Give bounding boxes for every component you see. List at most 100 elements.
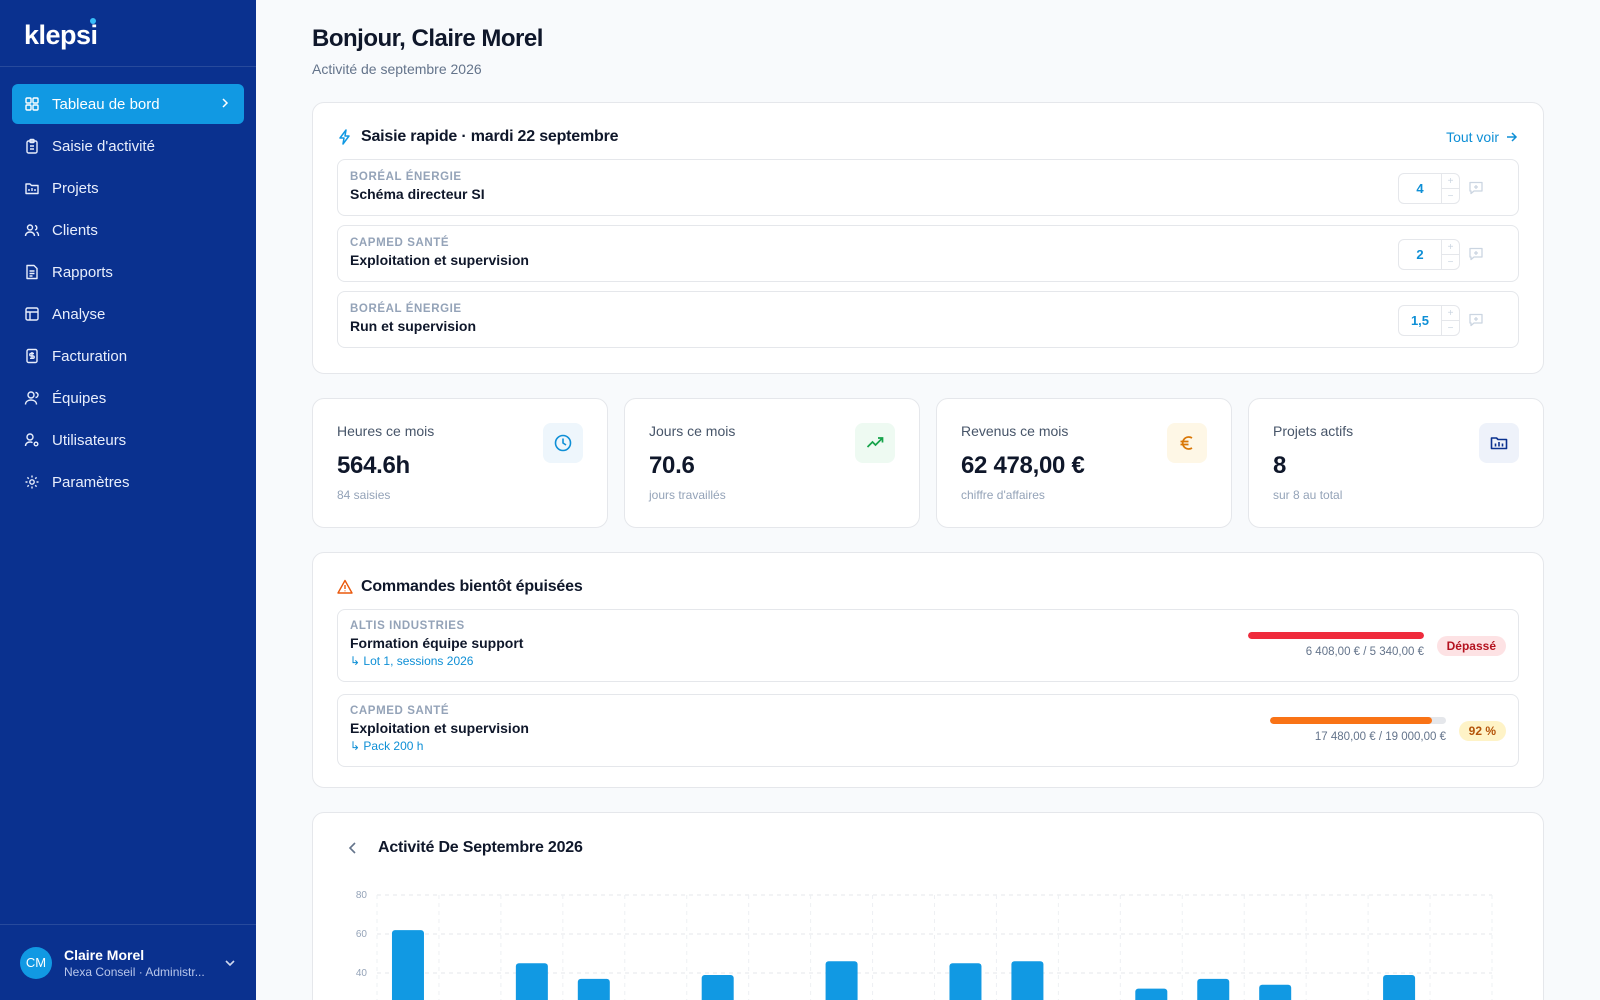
stat-value: 70.6 bbox=[649, 452, 695, 479]
sidebar-item-label: Équipes bbox=[52, 389, 107, 407]
sidebar-item-label: Rapports bbox=[52, 263, 113, 281]
clipboard-icon bbox=[24, 138, 40, 154]
chart-bar[interactable] bbox=[825, 961, 858, 1000]
stat-value: 8 bbox=[1273, 452, 1287, 479]
logo[interactable]: klepsi bbox=[0, 0, 256, 67]
decrement-button[interactable]: − bbox=[1447, 256, 1454, 268]
sidebar-item-saisie-d-activite[interactable]: Saisie d'activité bbox=[12, 126, 244, 166]
order-lot: ↳ Pack 200 h bbox=[350, 739, 424, 753]
hours-stepper[interactable]: 4 + − bbox=[1398, 173, 1460, 204]
stat-value: 62 478,00 € bbox=[961, 452, 1085, 479]
quick-entry-card: Saisie rapide · mardi 22 septembre Tout … bbox=[312, 102, 1544, 374]
consumption-bar bbox=[1270, 717, 1446, 724]
order-lot: ↳ Lot 1, sessions 2026 bbox=[350, 654, 474, 668]
client-name: BORÉAL ÉNERGIE bbox=[350, 303, 462, 315]
sidebar-item-rapports[interactable]: Rapports bbox=[12, 252, 244, 292]
chevron-down-icon bbox=[225, 960, 235, 967]
sidebar-item-label: Tableau de bord bbox=[52, 95, 160, 113]
sidebar-item-projets[interactable]: Projets bbox=[12, 168, 244, 208]
euro-icon bbox=[1167, 423, 1207, 463]
sidebar-item-facturation[interactable]: Facturation bbox=[12, 336, 244, 376]
lightning-icon bbox=[339, 129, 350, 145]
folder-icon bbox=[24, 180, 40, 196]
stat-label: Jours ce mois bbox=[649, 423, 736, 439]
stat-card: Projets actifs 8 sur 8 au total bbox=[1248, 398, 1544, 528]
sidebar-item-label: Analyse bbox=[52, 305, 106, 323]
order-row[interactable]: ALTIS INDUSTRIES Formation équipe suppor… bbox=[337, 609, 1519, 682]
order-amount: 17 480,00 € / 19 000,00 € bbox=[1314, 731, 1446, 743]
avatar: CM bbox=[20, 946, 52, 979]
orders-title: Commandes bientôt épuisées bbox=[361, 578, 583, 595]
increment-button[interactable]: + bbox=[1442, 240, 1459, 255]
main-content: Bonjour, Claire Morel Activité de septem… bbox=[312, 0, 1544, 1000]
sidebar-item-utilisateurs[interactable]: Utilisateurs bbox=[12, 420, 244, 460]
activity-card: Activité De Septembre 2026 80 60 40 bbox=[312, 812, 1544, 1000]
sidebar-item-label: Facturation bbox=[52, 347, 128, 365]
chart-bar[interactable] bbox=[949, 963, 982, 1000]
orders-card: Commandes bientôt épuisées ALTIS INDUSTR… bbox=[312, 552, 1544, 788]
table-icon bbox=[24, 306, 40, 322]
chart-bar[interactable] bbox=[1011, 961, 1044, 1000]
hours-stepper[interactable]: 1,5 + − bbox=[1398, 305, 1460, 336]
user-name: Claire Morel bbox=[64, 946, 145, 963]
sidebar-item-clients[interactable]: Clients bbox=[12, 210, 244, 250]
sidebar: klepsi Tableau de bord Saisie d'activité P… bbox=[0, 0, 256, 1000]
folder-icon bbox=[1479, 423, 1519, 463]
hours-input[interactable]: 1,5 bbox=[1410, 313, 1430, 328]
logo-dot bbox=[90, 18, 96, 24]
quick-entry-row: BORÉAL ÉNERGIE Run et supervision 1,5 + − bbox=[337, 291, 1519, 348]
report-icon bbox=[24, 264, 40, 280]
project-name: Run et supervision bbox=[350, 318, 477, 334]
chart-bar[interactable] bbox=[515, 963, 548, 1000]
stat-caption: 84 saisies bbox=[337, 488, 391, 502]
user-settings-icon bbox=[24, 432, 40, 448]
see-all-link[interactable]: Tout voir bbox=[1446, 129, 1519, 145]
order-row[interactable]: CAPMED SANTÉ Exploitation et supervision… bbox=[337, 694, 1519, 767]
comment-icon[interactable] bbox=[1468, 246, 1484, 262]
comment-icon[interactable] bbox=[1468, 180, 1484, 196]
chart-bar[interactable] bbox=[577, 978, 610, 1000]
user-menu[interactable]: CM Claire Morel Nexa Conseil · Administr… bbox=[0, 924, 256, 1000]
chart-bar[interactable] bbox=[391, 930, 424, 1000]
hours-stepper[interactable]: 2 + − bbox=[1398, 239, 1460, 270]
sidebar-item-tableau-de-bord[interactable]: Tableau de bord bbox=[12, 84, 244, 124]
comment-icon[interactable] bbox=[1468, 312, 1484, 328]
chart-bar[interactable] bbox=[1383, 974, 1416, 1000]
chart-bar[interactable] bbox=[1197, 978, 1230, 1000]
quick-entry-row: CAPMED SANTÉ Exploitation et supervision… bbox=[337, 225, 1519, 282]
chevron-left-icon[interactable] bbox=[346, 841, 360, 855]
user-org: Nexa Conseil · Administr... bbox=[64, 964, 205, 979]
sidebar-item-label: Utilisateurs bbox=[52, 431, 127, 449]
see-all-label: Tout voir bbox=[1446, 129, 1499, 145]
order-amount: 6 408,00 € / 5 340,00 € bbox=[1305, 646, 1424, 658]
y-tick-label: 40 bbox=[356, 968, 368, 979]
hours-input[interactable]: 2 bbox=[1416, 247, 1424, 262]
chart-bar[interactable] bbox=[1259, 984, 1292, 1000]
brand-name: klepsi bbox=[24, 20, 98, 50]
sidebar-item-analyse[interactable]: Analyse bbox=[12, 294, 244, 334]
activity-chart: 80 60 40 bbox=[356, 890, 1493, 1000]
chart-bar[interactable] bbox=[701, 974, 734, 1000]
sidebar-item-parametres[interactable]: Paramètres bbox=[12, 462, 244, 502]
sidebar-item-label: Projets bbox=[52, 179, 99, 197]
stat-card: Jours ce mois 70.6 jours travaillés bbox=[624, 398, 920, 528]
team-icon bbox=[24, 390, 40, 406]
dashboard-icon bbox=[24, 96, 40, 112]
chart-bar[interactable] bbox=[1135, 988, 1168, 1000]
increment-button[interactable]: + bbox=[1442, 174, 1459, 189]
decrement-button[interactable]: − bbox=[1447, 190, 1454, 202]
clock-icon bbox=[543, 423, 583, 463]
consumption-bar-fill bbox=[1270, 717, 1432, 724]
users-icon bbox=[24, 222, 40, 238]
client-name: CAPMED SANTÉ bbox=[350, 237, 450, 249]
consumption-bar bbox=[1248, 632, 1424, 639]
consumption-bar-fill bbox=[1248, 632, 1424, 639]
activity-title: Activité De Septembre 2026 bbox=[378, 839, 583, 856]
increment-button[interactable]: + bbox=[1442, 306, 1459, 321]
chevron-right-icon bbox=[222, 98, 229, 108]
sidebar-item-equipes[interactable]: Équipes bbox=[12, 378, 244, 418]
decrement-button[interactable]: − bbox=[1447, 322, 1454, 334]
status-badge: 92 % bbox=[1458, 721, 1506, 741]
sidebar-item-label: Paramètres bbox=[52, 473, 130, 491]
hours-input[interactable]: 4 bbox=[1416, 181, 1424, 196]
